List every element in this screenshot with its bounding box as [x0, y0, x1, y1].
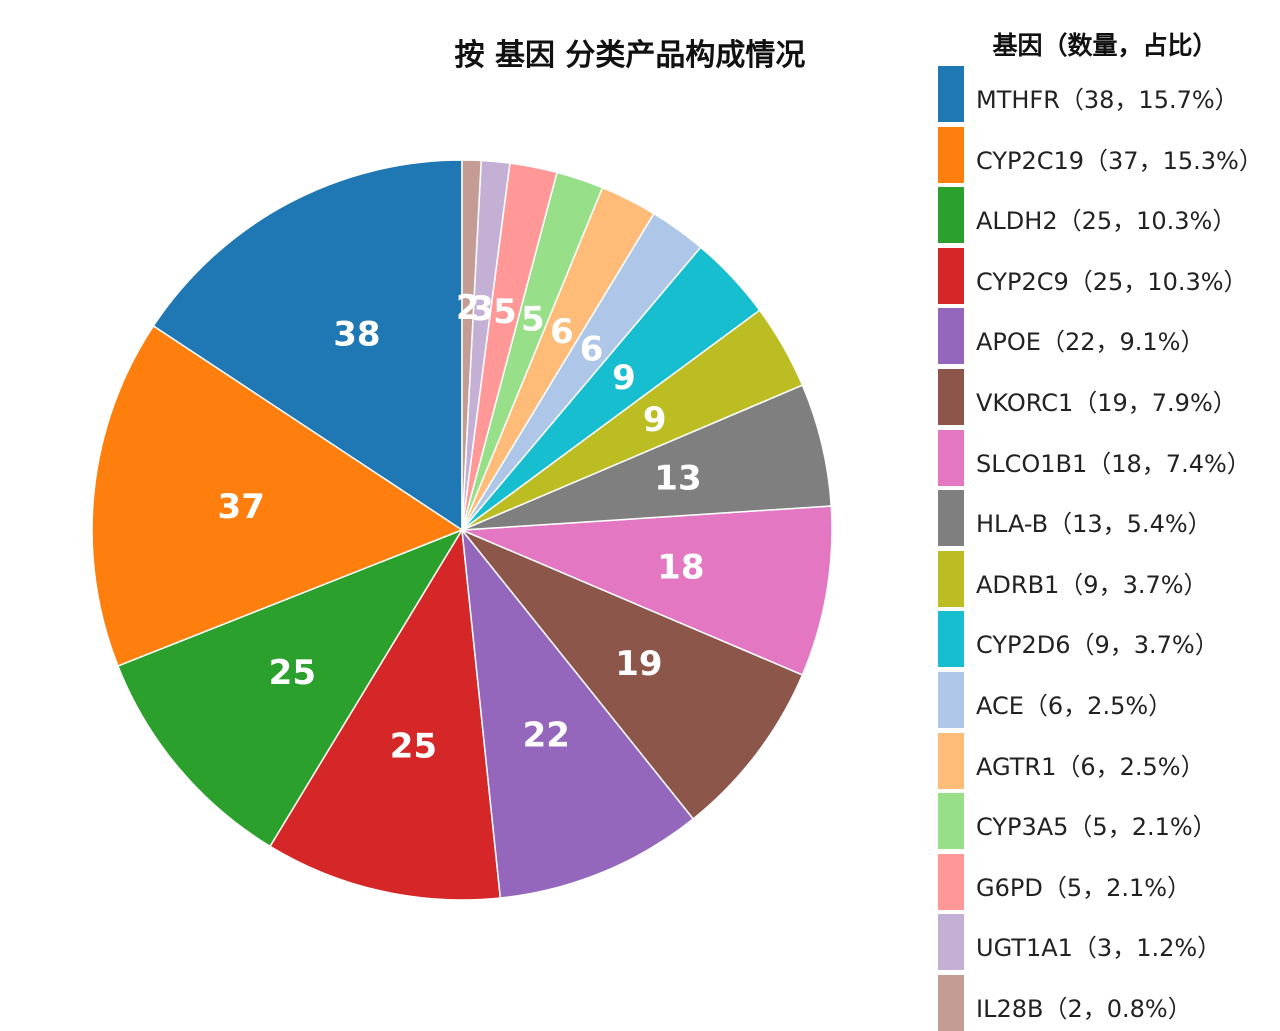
slice-value-label: 22	[523, 715, 570, 755]
slice-value-label: 19	[615, 644, 662, 684]
legend-swatch	[938, 853, 964, 910]
legend-swatch	[938, 914, 964, 971]
pie-slice-il28b	[461, 159, 482, 531]
slice-value-label: 5	[521, 300, 545, 340]
legend-label: HLA-B（13，5.4%）	[976, 510, 1212, 539]
legend-item-cyp2c19[interactable]: CYP2C19（37，15.3%）	[938, 126, 1278, 183]
slice-value-label: 13	[654, 459, 701, 499]
legend-swatch	[938, 550, 964, 607]
legend-item-cyp3a5[interactable]: CYP3A5（5，2.1%）	[938, 793, 1278, 850]
slice-value-label: 6	[550, 312, 574, 352]
legend-swatch	[938, 490, 964, 547]
legend-swatch	[938, 66, 964, 122]
legend-swatch	[938, 611, 964, 668]
legend-item-agtr1[interactable]: AGTR1（6，2.5%）	[938, 732, 1278, 789]
slice-value-label: 5	[493, 292, 517, 332]
legend-item-cyp2d6[interactable]: CYP2D6（9，3.7%）	[938, 611, 1278, 668]
legend-label: ADRB1（9，3.7%）	[976, 570, 1208, 599]
legend-label: MTHFR（38，15.7%）	[976, 86, 1239, 114]
legend-item-il28b[interactable]: IL28B（2，0.8%）	[938, 975, 1278, 1031]
legend-swatch	[938, 187, 964, 244]
slice-value-label: 25	[269, 653, 316, 693]
slice-value-label: 18	[657, 547, 704, 587]
legend-item-ugt1a1[interactable]: UGT1A1（3，1.2%）	[938, 914, 1278, 971]
legend-label: AGTR1（6，2.5%）	[976, 752, 1205, 781]
legend-swatch	[938, 793, 964, 850]
slice-value-label: 2	[456, 288, 480, 328]
legend-swatch	[938, 429, 964, 486]
legend-label: CYP2C9（25，10.3%）	[976, 267, 1248, 296]
legend-swatch	[938, 369, 964, 425]
pie-slice-aldh2	[116, 528, 464, 848]
pie-slice-apoe	[460, 527, 695, 899]
legend-label: VKORC1（19，7.9%）	[976, 389, 1237, 417]
legend-item-aldh2[interactable]: ALDH2（25，10.3%）	[938, 187, 1278, 244]
legend-label: CYP2D6（9，3.7%）	[976, 631, 1219, 660]
legend-item-mthfr[interactable]: MTHFR（38，15.7%）	[938, 66, 1278, 122]
legend-item-adrb1[interactable]: ADRB1（9，3.7%）	[938, 550, 1278, 607]
legend-label: ALDH2（25，10.3%）	[976, 207, 1237, 236]
legend-label: CYP2C19（37，15.3%）	[976, 146, 1263, 175]
pie-slice-slco1b1	[461, 505, 833, 676]
legend-swatch	[938, 975, 964, 1031]
legend-item-ace[interactable]: ACE（6，2.5%）	[938, 672, 1278, 728]
slice-value-label: 25	[390, 727, 437, 767]
legend-label: G6PD（5，2.1%）	[976, 873, 1192, 902]
chart-title: 按 基因 分类产品构成情况	[454, 38, 806, 73]
legend-label: UGT1A1（3，1.2%）	[976, 934, 1222, 963]
legend-label: ACE（6，2.5%）	[976, 692, 1173, 720]
pie-slice-mthfr	[152, 159, 463, 532]
pie-slice-vkorc1	[461, 529, 804, 820]
slice-value-label: 38	[333, 314, 380, 354]
legend-item-g6pd[interactable]: G6PD（5，2.1%）	[938, 853, 1278, 910]
legend-label: APOE（22，9.1%）	[976, 328, 1205, 357]
pie-slice-cyp2c19	[91, 324, 464, 668]
legend-item-slco1b1[interactable]: SLCO1B1（18，7.4%）	[938, 429, 1278, 486]
legend-item-cyp2c9[interactable]: CYP2C9（25，10.3%）	[938, 247, 1278, 304]
legend-item-apoe[interactable]: APOE（22，9.1%）	[938, 308, 1278, 365]
slice-value-label: 3	[470, 289, 494, 329]
legend-swatch	[938, 672, 964, 728]
legend-swatch	[938, 308, 964, 365]
legend-label: IL28B（2，0.8%）	[976, 995, 1192, 1023]
slice-value-label: 6	[580, 330, 604, 370]
slice-value-label: 9	[643, 400, 667, 440]
legend-label: SLCO1B1（18，7.4%）	[976, 449, 1251, 478]
slice-value-label: 37	[218, 487, 265, 527]
legend-item-hla-b[interactable]: HLA-B（13，5.4%）	[938, 490, 1278, 547]
pie-slice-cyp2c9	[269, 527, 502, 901]
legend-swatch	[938, 732, 964, 789]
legend-item-vkorc1[interactable]: VKORC1（19，7.9%）	[938, 369, 1278, 425]
legend-label: CYP3A5（5，2.1%）	[976, 813, 1217, 842]
legend-swatch	[938, 126, 964, 183]
legend-swatch	[938, 247, 964, 304]
slice-value-label: 9	[612, 358, 636, 398]
legend-title: 基因（数量，占比）	[992, 31, 1218, 60]
